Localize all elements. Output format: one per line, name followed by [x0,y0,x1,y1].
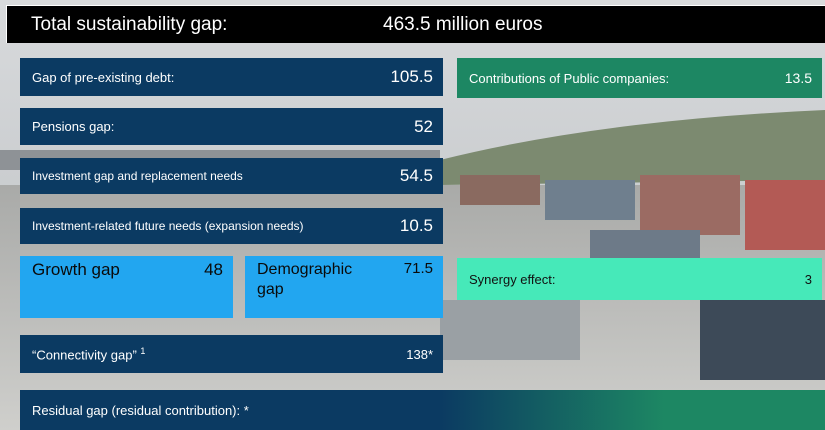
connectivity-gap-box: “Connectivity gap” 1 138* [20,335,443,373]
box-label: Demographic gap [257,261,353,298]
expansion-needs-box: Investment-related future needs (expansi… [20,208,443,244]
footnote-marker: 1 [140,345,146,356]
demographic-gap-box: Demographic gap 71.5 [245,256,443,318]
synergy-box: Synergy effect: 3 [457,258,822,300]
public-companies-box: Contributions of Public companies: 13.5 [457,58,822,98]
box-value: 13.5 [784,70,812,86]
box-label: “Connectivity gap” [32,347,137,363]
box-value: 3 [804,271,812,287]
box-label: Gap of pre-existing debt: [32,69,175,85]
box-value: 54.5 [399,166,433,185]
box-value: 105.5 [390,67,433,86]
box-value: 48 [204,260,223,279]
box-label: Contributions of Public companies: [469,70,670,86]
residual-gap-box: Residual gap (residual contribution): * [20,390,825,430]
box-label: Investment gap and replacement needs [32,169,243,183]
box-value: 52 [414,116,433,136]
box-value: 10.5 [399,216,433,235]
box-label: Pensions gap: [32,119,115,134]
box-label-wrap: “Connectivity gap” 1 [32,346,145,362]
box-label: Synergy effect: [469,271,556,287]
pensions-gap-box: Pensions gap: 52 [20,108,443,145]
header-value: 463.5 million euros [383,13,543,35]
header-label: Total sustainability gap: [31,13,228,35]
box-value: 138* [406,346,433,362]
investment-gap-box: Investment gap and replacement needs 54.… [20,158,443,194]
box-value: 71.5 [403,260,433,277]
debt-gap-box: Gap of pre-existing debt: 105.5 [20,58,443,96]
box-label: Investment-related future needs (expansi… [32,219,304,233]
growth-gap-box: Growth gap 48 [20,256,233,318]
box-label: Growth gap [32,260,120,279]
box-label: Residual gap (residual contribution): * [32,402,249,418]
header: Total sustainability gap: 463.5 million … [6,5,825,43]
